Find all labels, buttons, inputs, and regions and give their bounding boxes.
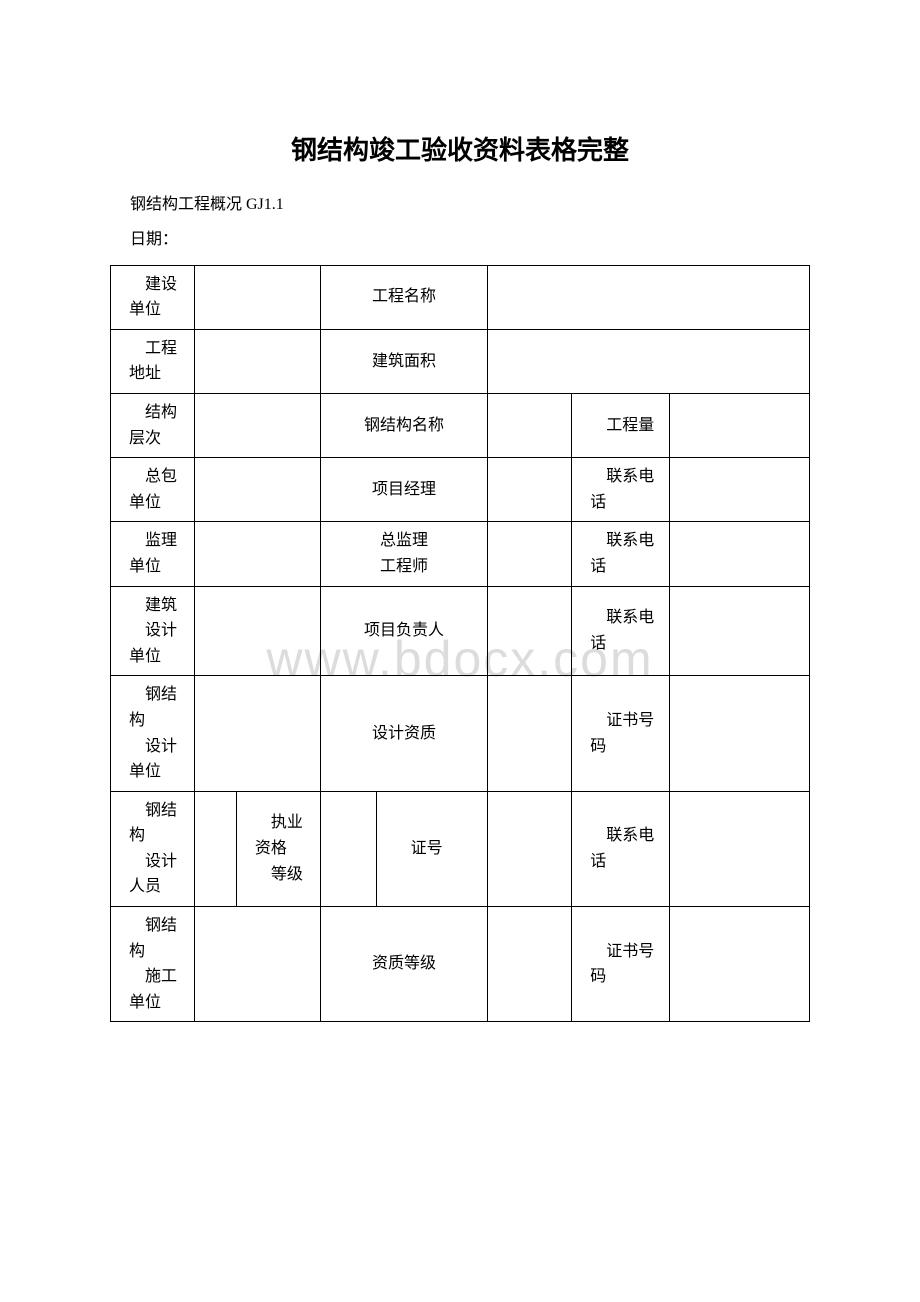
cell-value — [194, 522, 320, 586]
label-text: 设计单位 — [129, 734, 190, 785]
cell-value — [488, 907, 572, 1022]
cell-value — [488, 586, 572, 676]
cell-label: 建设单位 — [111, 265, 195, 329]
cell-label: 工程量 — [572, 393, 670, 457]
cell-value — [194, 676, 320, 791]
cell-label: 联系电话 — [572, 586, 670, 676]
label-text: 建设单位 — [129, 272, 190, 323]
label-text: 施工单位 — [129, 964, 190, 1015]
cell-label: 钢结构 设计人员 — [111, 791, 195, 906]
label-text: 联系电话 — [590, 464, 665, 515]
page-title: 钢结构竣工验收资料表格完整 — [110, 130, 810, 167]
label-text: 钢结构 — [129, 798, 190, 849]
label-text: 建筑 — [129, 593, 190, 619]
cell-label: 证号 — [376, 791, 488, 906]
cell-value — [320, 791, 376, 906]
label-text: 证书号码 — [590, 939, 665, 990]
cell-label: 证书号码 — [572, 907, 670, 1022]
label-text: 结构层次 — [129, 400, 190, 451]
cell-label: 监理单位 — [111, 522, 195, 586]
table-row: 总包单位 项目经理 联系电话 — [111, 458, 810, 522]
cell-label: 设计资质 — [320, 676, 488, 791]
subtitle-line: 钢结构工程概况 GJ1.1 — [130, 191, 810, 220]
label-text: 等级 — [255, 862, 316, 888]
cell-value — [488, 522, 572, 586]
label-text: 联系电话 — [590, 605, 665, 656]
cell-label: 联系电话 — [572, 458, 670, 522]
table-row: 工程地址 建筑面积 — [111, 329, 810, 393]
cell-label: 资质等级 — [320, 907, 488, 1022]
cell-value — [194, 586, 320, 676]
label-text: 工程量 — [590, 413, 665, 439]
cell-value — [670, 458, 810, 522]
table-row: 建筑 设计单位 项目负责人 联系电话 — [111, 586, 810, 676]
label-text: 联系电话 — [590, 823, 665, 874]
cell-value — [488, 676, 572, 791]
label-text: 证书号码 — [590, 708, 665, 759]
cell-value — [670, 393, 810, 457]
cell-label: 执业资格 等级 — [236, 791, 320, 906]
label-text: 设计人员 — [129, 849, 190, 900]
cell-value — [488, 393, 572, 457]
cell-label: 证书号码 — [572, 676, 670, 791]
cell-label: 钢结构 设计单位 — [111, 676, 195, 791]
cell-value — [670, 907, 810, 1022]
cell-value — [670, 586, 810, 676]
cell-label: 钢结构 施工单位 — [111, 907, 195, 1022]
date-line: 日期： — [130, 226, 810, 255]
cell-label: 工程名称 — [320, 265, 488, 329]
cell-label: 项目经理 — [320, 458, 488, 522]
cell-label: 联系电话 — [572, 791, 670, 906]
cell-value — [194, 393, 320, 457]
label-text: 执业资格 — [255, 810, 316, 861]
cell-label: 总包单位 — [111, 458, 195, 522]
label-text: 证号 — [395, 836, 484, 862]
table-row: 钢结构 设计单位 设计资质 证书号码 — [111, 676, 810, 791]
cell-value — [194, 458, 320, 522]
cell-value — [488, 458, 572, 522]
label-text: 联系电话 — [590, 528, 665, 579]
table-row: 监理单位 总监理 工程师 联系电话 — [111, 522, 810, 586]
cell-label: 联系电话 — [572, 522, 670, 586]
cell-value — [670, 791, 810, 906]
label-text: 钢结构 — [129, 913, 190, 964]
label-text: 工程地址 — [129, 336, 190, 387]
label-text: 工程师 — [325, 554, 484, 580]
label-text: 设计单位 — [129, 618, 190, 669]
cell-label: 建筑 设计单位 — [111, 586, 195, 676]
cell-label: 建筑面积 — [320, 329, 488, 393]
cell-value — [488, 791, 572, 906]
table-row: 结构层次 钢结构名称 工程量 — [111, 393, 810, 457]
label-text: 钢结构 — [129, 682, 190, 733]
table-row: 钢结构 设计人员 执业资格 等级 证号 联系电话 — [111, 791, 810, 906]
cell-value — [670, 676, 810, 791]
cell-label: 结构层次 — [111, 393, 195, 457]
label-text: 总包单位 — [129, 464, 190, 515]
label-text: 总监理 — [325, 528, 484, 554]
cell-value — [194, 907, 320, 1022]
cell-label: 项目负责人 — [320, 586, 488, 676]
document-page: 钢结构竣工验收资料表格完整 钢结构工程概况 GJ1.1 日期： 建设单位 工程名… — [0, 0, 920, 1022]
cell-label: 钢结构名称 — [320, 393, 488, 457]
cell-value — [488, 329, 810, 393]
cell-value — [194, 791, 236, 906]
cell-value — [194, 265, 320, 329]
cell-value — [488, 265, 810, 329]
table-row: 建设单位 工程名称 — [111, 265, 810, 329]
cell-label: 总监理 工程师 — [320, 522, 488, 586]
label-text: 监理单位 — [129, 528, 190, 579]
form-table: 建设单位 工程名称 工程地址 建筑面积 结构层次 钢结构名称 工程量 — [110, 265, 810, 1023]
cell-value — [194, 329, 320, 393]
cell-value — [670, 522, 810, 586]
cell-label: 工程地址 — [111, 329, 195, 393]
table-row: 钢结构 施工单位 资质等级 证书号码 — [111, 907, 810, 1022]
